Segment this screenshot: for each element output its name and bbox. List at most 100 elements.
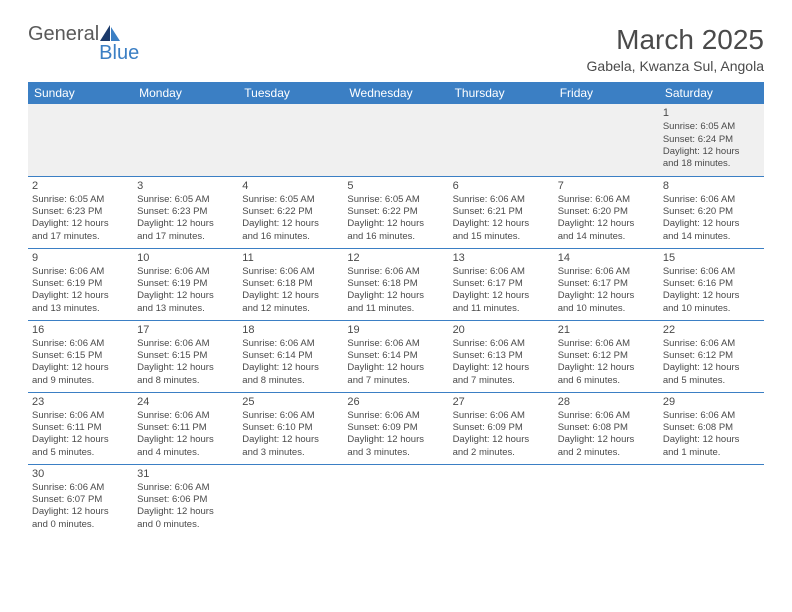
sunrise-text: Sunrise: 6:05 AM [137,194,234,206]
daylight-text: Daylight: 12 hours [32,218,129,230]
daylight-text: Daylight: 12 hours [32,362,129,374]
day-number: 31 [137,467,234,481]
daylight-text: Daylight: 12 hours [137,434,234,446]
daylight-text: Daylight: 12 hours [32,434,129,446]
daylight-text: Daylight: 12 hours [137,290,234,302]
sunrise-text: Sunrise: 6:06 AM [453,194,550,206]
sunset-text: Sunset: 6:14 PM [242,350,339,362]
sunset-text: Sunset: 6:17 PM [453,278,550,290]
day-number: 8 [663,179,760,193]
day-cell [343,104,448,176]
daylight-text: and 18 minutes. [663,158,760,170]
day-number: 28 [558,395,655,409]
day-number: 12 [347,251,444,265]
day-cell: 13Sunrise: 6:06 AMSunset: 6:17 PMDayligh… [449,248,554,320]
daylight-text: and 0 minutes. [32,519,129,531]
day-cell [238,104,343,176]
day-cell: 16Sunrise: 6:06 AMSunset: 6:15 PMDayligh… [28,320,133,392]
sunset-text: Sunset: 6:11 PM [32,422,129,434]
sunrise-text: Sunrise: 6:06 AM [453,410,550,422]
daylight-text: Daylight: 12 hours [558,434,655,446]
daylight-text: and 7 minutes. [453,375,550,387]
day-cell: 18Sunrise: 6:06 AMSunset: 6:14 PMDayligh… [238,320,343,392]
title-block: March 2025 Gabela, Kwanza Sul, Angola [587,24,764,74]
day-cell [449,464,554,536]
day-cell: 21Sunrise: 6:06 AMSunset: 6:12 PMDayligh… [554,320,659,392]
sunrise-text: Sunrise: 6:05 AM [663,121,760,133]
sunset-text: Sunset: 6:07 PM [32,494,129,506]
day-number: 15 [663,251,760,265]
sunset-text: Sunset: 6:19 PM [32,278,129,290]
day-number: 10 [137,251,234,265]
week-row: 16Sunrise: 6:06 AMSunset: 6:15 PMDayligh… [28,320,764,392]
week-row: 23Sunrise: 6:06 AMSunset: 6:11 PMDayligh… [28,392,764,464]
sunset-text: Sunset: 6:19 PM [137,278,234,290]
day-cell: 12Sunrise: 6:06 AMSunset: 6:18 PMDayligh… [343,248,448,320]
daylight-text: and 8 minutes. [242,375,339,387]
calendar-body: 1Sunrise: 6:05 AMSunset: 6:24 PMDaylight… [28,104,764,536]
day-cell: 1Sunrise: 6:05 AMSunset: 6:24 PMDaylight… [659,104,764,176]
header: General Blue March 2025 Gabela, Kwanza S… [28,24,764,74]
day-cell [238,464,343,536]
sunrise-text: Sunrise: 6:06 AM [347,410,444,422]
daylight-text: Daylight: 12 hours [242,218,339,230]
daylight-text: Daylight: 12 hours [558,362,655,374]
sunset-text: Sunset: 6:08 PM [663,422,760,434]
daylight-text: Daylight: 12 hours [32,506,129,518]
sunset-text: Sunset: 6:11 PM [137,422,234,434]
day-number: 22 [663,323,760,337]
day-cell [28,104,133,176]
day-cell: 25Sunrise: 6:06 AMSunset: 6:10 PMDayligh… [238,392,343,464]
sunset-text: Sunset: 6:09 PM [347,422,444,434]
sunset-text: Sunset: 6:08 PM [558,422,655,434]
daylight-text: Daylight: 12 hours [663,146,760,158]
day-header-sat: Saturday [659,82,764,104]
day-cell: 20Sunrise: 6:06 AMSunset: 6:13 PMDayligh… [449,320,554,392]
day-number: 21 [558,323,655,337]
daylight-text: and 12 minutes. [242,303,339,315]
daylight-text: Daylight: 12 hours [137,218,234,230]
day-cell: 26Sunrise: 6:06 AMSunset: 6:09 PMDayligh… [343,392,448,464]
daylight-text: and 5 minutes. [663,375,760,387]
logo: General Blue [28,24,139,65]
day-number: 30 [32,467,129,481]
sunrise-text: Sunrise: 6:05 AM [347,194,444,206]
daylight-text: and 8 minutes. [137,375,234,387]
daylight-text: and 17 minutes. [32,231,129,243]
sunrise-text: Sunrise: 6:06 AM [453,338,550,350]
daylight-text: Daylight: 12 hours [242,434,339,446]
sunrise-text: Sunrise: 6:06 AM [137,338,234,350]
sunset-text: Sunset: 6:16 PM [663,278,760,290]
sunrise-text: Sunrise: 6:06 AM [32,482,129,494]
day-number: 7 [558,179,655,193]
sunset-text: Sunset: 6:24 PM [663,134,760,146]
sunset-text: Sunset: 6:20 PM [663,206,760,218]
sunrise-text: Sunrise: 6:05 AM [32,194,129,206]
daylight-text: and 6 minutes. [558,375,655,387]
day-number: 11 [242,251,339,265]
day-cell: 28Sunrise: 6:06 AMSunset: 6:08 PMDayligh… [554,392,659,464]
day-cell: 31Sunrise: 6:06 AMSunset: 6:06 PMDayligh… [133,464,238,536]
daylight-text: and 13 minutes. [137,303,234,315]
sunrise-text: Sunrise: 6:06 AM [663,194,760,206]
day-number: 18 [242,323,339,337]
day-cell: 29Sunrise: 6:06 AMSunset: 6:08 PMDayligh… [659,392,764,464]
daylight-text: Daylight: 12 hours [663,434,760,446]
daylight-text: Daylight: 12 hours [242,290,339,302]
sunrise-text: Sunrise: 6:06 AM [137,482,234,494]
day-cell: 19Sunrise: 6:06 AMSunset: 6:14 PMDayligh… [343,320,448,392]
day-number: 19 [347,323,444,337]
day-cell [449,104,554,176]
location: Gabela, Kwanza Sul, Angola [587,58,764,74]
day-cell [343,464,448,536]
day-number: 6 [453,179,550,193]
day-cell: 24Sunrise: 6:06 AMSunset: 6:11 PMDayligh… [133,392,238,464]
sunrise-text: Sunrise: 6:06 AM [663,410,760,422]
sunset-text: Sunset: 6:14 PM [347,350,444,362]
sunrise-text: Sunrise: 6:06 AM [453,266,550,278]
sunrise-text: Sunrise: 6:06 AM [137,266,234,278]
day-number: 13 [453,251,550,265]
day-header-thu: Thursday [449,82,554,104]
day-cell: 23Sunrise: 6:06 AMSunset: 6:11 PMDayligh… [28,392,133,464]
daylight-text: Daylight: 12 hours [137,362,234,374]
